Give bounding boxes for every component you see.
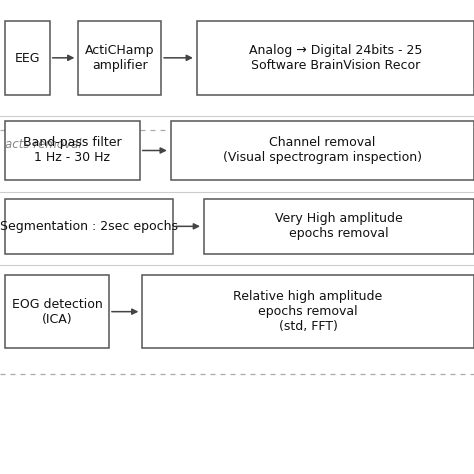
FancyBboxPatch shape [142, 275, 474, 348]
Text: Relative high amplitude
epochs removal
(std, FFT): Relative high amplitude epochs removal (… [234, 290, 383, 333]
FancyBboxPatch shape [5, 275, 109, 348]
Text: Analog → Digital 24bits - 25
Software BrainVision Recor: Analog → Digital 24bits - 25 Software Br… [249, 44, 422, 72]
Text: Segmentation : 2sec epochs: Segmentation : 2sec epochs [0, 220, 178, 233]
FancyBboxPatch shape [5, 199, 173, 254]
Text: EEG: EEG [15, 52, 40, 64]
FancyBboxPatch shape [78, 21, 161, 95]
FancyBboxPatch shape [5, 121, 140, 180]
FancyBboxPatch shape [5, 21, 50, 95]
Text: ActiCHamp
amplifier: ActiCHamp amplifier [85, 44, 155, 72]
FancyBboxPatch shape [197, 21, 474, 95]
Text: EOG detection
(ICA): EOG detection (ICA) [11, 298, 102, 326]
Text: Channel removal
(Visual spectrogram inspection): Channel removal (Visual spectrogram insp… [223, 137, 422, 164]
Text: Very High amplitude
epochs removal: Very High amplitude epochs removal [275, 212, 403, 240]
FancyBboxPatch shape [171, 121, 474, 180]
Text: Band-pass filter
1 Hz - 30 Hz: Band-pass filter 1 Hz - 30 Hz [23, 137, 122, 164]
Text: acts removal: acts removal [5, 138, 82, 151]
FancyBboxPatch shape [204, 199, 474, 254]
